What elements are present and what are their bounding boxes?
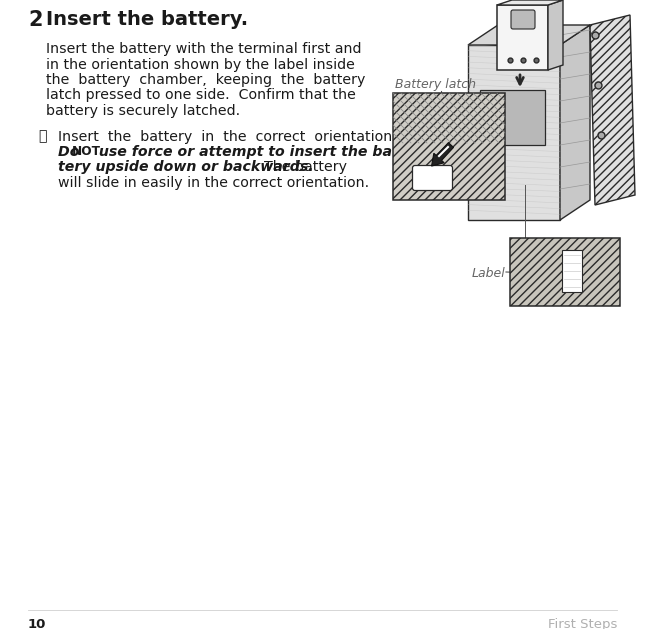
Text: tery upside down or backwards.: tery upside down or backwards. <box>58 160 313 174</box>
Polygon shape <box>510 238 620 306</box>
Text: ⓘ: ⓘ <box>38 130 46 143</box>
Text: The battery: The battery <box>255 160 347 174</box>
Text: in the orientation shown by the label inside: in the orientation shown by the label in… <box>46 57 355 72</box>
Text: will slide in easily in the correct orientation.: will slide in easily in the correct orie… <box>58 176 369 190</box>
Text: Label: Label <box>471 267 505 280</box>
Polygon shape <box>560 25 590 220</box>
Polygon shape <box>393 93 505 200</box>
Polygon shape <box>590 15 635 205</box>
Polygon shape <box>468 45 560 220</box>
Text: use force or attempt to insert the bat-: use force or attempt to insert the bat- <box>94 145 404 159</box>
Text: battery is securely latched.: battery is securely latched. <box>46 104 240 118</box>
Polygon shape <box>548 0 563 70</box>
Text: Insert the battery.: Insert the battery. <box>46 10 248 29</box>
Polygon shape <box>497 5 548 70</box>
Text: the  battery  chamber,  keeping  the  battery: the battery chamber, keeping the battery <box>46 73 365 87</box>
FancyBboxPatch shape <box>511 10 535 29</box>
Polygon shape <box>468 25 590 45</box>
Text: First Steps: First Steps <box>548 618 617 629</box>
Bar <box>480 90 545 145</box>
Text: 2: 2 <box>28 10 43 30</box>
Text: Battery latch: Battery latch <box>395 78 476 91</box>
Text: Insert  the  battery  in  the  correct  orientation.: Insert the battery in the correct orient… <box>58 130 397 143</box>
Circle shape <box>595 82 601 88</box>
FancyArrow shape <box>432 143 453 166</box>
Text: NOT: NOT <box>72 145 101 158</box>
Polygon shape <box>497 0 563 5</box>
Circle shape <box>598 132 604 138</box>
Text: latch pressed to one side.  Confirm that the: latch pressed to one side. Confirm that … <box>46 89 356 103</box>
Text: 10: 10 <box>28 618 46 629</box>
Text: Insert the battery with the terminal first and: Insert the battery with the terminal fir… <box>46 42 361 56</box>
FancyBboxPatch shape <box>413 165 453 191</box>
Circle shape <box>592 32 598 38</box>
Bar <box>562 250 582 292</box>
Text: Do: Do <box>58 145 84 159</box>
